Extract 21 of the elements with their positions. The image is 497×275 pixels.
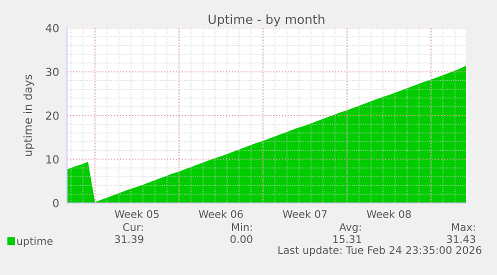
x-tick-label: Week 05 — [114, 210, 159, 218]
y-tick-label: 10 — [46, 155, 59, 164]
y-tick-label: 0 — [53, 198, 59, 208]
text: Max: — [452, 223, 475, 232]
y-tick-label: 20 — [46, 111, 59, 120]
text: 31.39 — [114, 235, 144, 244]
text: Avg: — [339, 223, 361, 234]
text: 31.43 — [446, 235, 476, 244]
text: Last update: Tue Feb 24 23:35:00 2026 — [278, 246, 482, 256]
x-tick-label: Week 08 — [366, 210, 411, 218]
legend-label: uptime — [17, 236, 53, 247]
text: 15.31 — [333, 235, 362, 244]
x-tick-label: Week 07 — [282, 210, 327, 218]
text: 0.00 — [230, 235, 252, 244]
text: Min: — [232, 222, 252, 231]
text: Cur: — [123, 223, 143, 232]
y-tick-label: 40 — [46, 24, 59, 32]
chart-title: Uptime - by month — [208, 14, 324, 26]
y-axis-title: uptime in days — [23, 74, 34, 156]
y-tick-label: 30 — [46, 68, 59, 76]
x-tick-label: Week 06 — [198, 210, 243, 218]
